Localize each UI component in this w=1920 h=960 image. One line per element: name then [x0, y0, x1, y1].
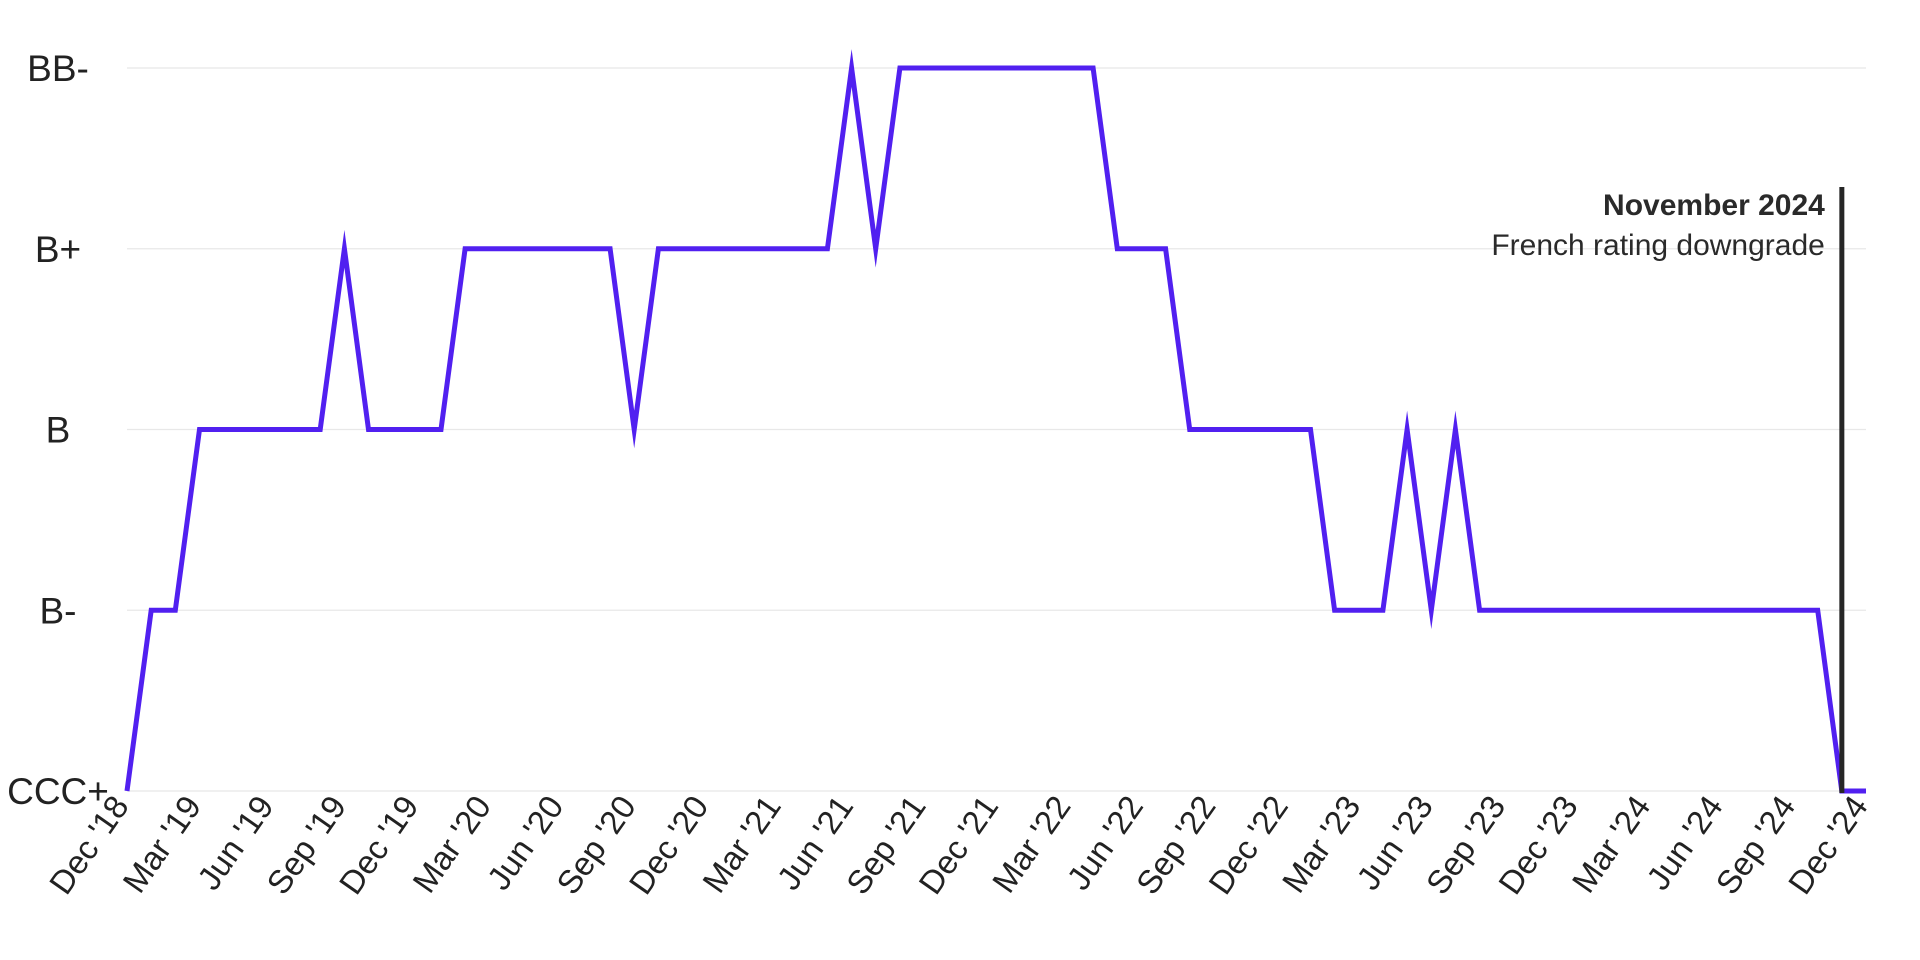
- x-tick-label: Mar '22: [985, 789, 1078, 900]
- x-tick-label: Mar '19: [115, 789, 208, 900]
- annotation-title: November 2024: [1603, 189, 1825, 222]
- y-tick-label: B+: [35, 229, 81, 270]
- annotation: November 2024 French rating downgrade: [1491, 187, 1845, 793]
- y-tick-label: CCC+: [7, 771, 109, 812]
- y-tick-label: BB-: [27, 48, 89, 89]
- x-tick-label: Mar '24: [1565, 789, 1658, 900]
- series-layer: [124, 49, 1867, 794]
- x-tick-label: Mar '23: [1275, 789, 1368, 900]
- x-tick-label: Mar '21: [695, 789, 788, 900]
- annotation-text: French rating downgrade: [1491, 229, 1825, 262]
- x-tick-label: Mar '20: [405, 789, 498, 900]
- y-axis-tick-labels: CCC+ B- B B+ BB-: [7, 48, 109, 812]
- y-tick-label: B-: [40, 590, 77, 631]
- y-tick-label: B: [46, 410, 71, 451]
